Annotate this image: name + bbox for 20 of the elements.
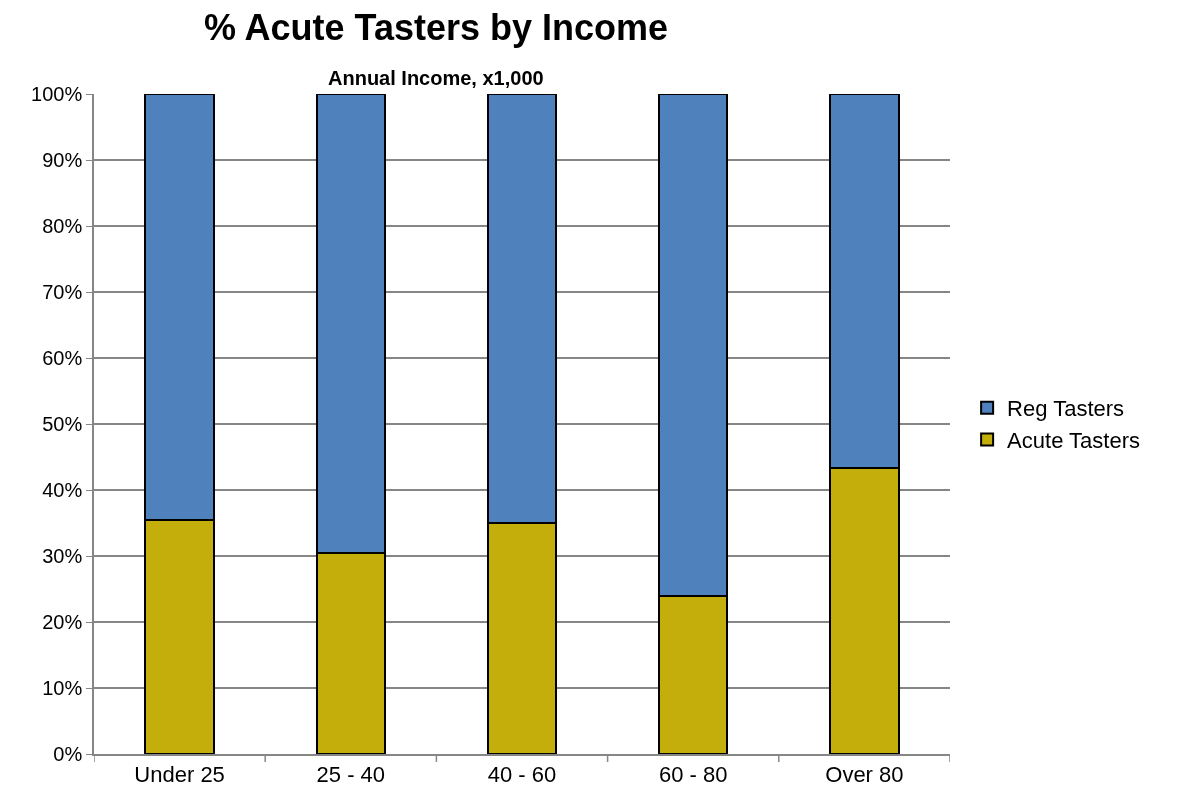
y-tick-label: 20% — [42, 611, 83, 633]
y-tick-label: 90% — [42, 149, 83, 171]
legend-label: Reg Tasters — [1007, 396, 1125, 422]
y-tick-label: 70% — [42, 281, 83, 303]
chart-title: % Acute Tasters by Income — [203, 6, 669, 48]
x-tick-label: 25 - 40 — [316, 762, 386, 788]
x-tick-label: 60 - 80 — [658, 762, 728, 788]
y-tick-label: 0% — [53, 743, 83, 765]
x-tick-label: 40 - 60 — [487, 762, 557, 788]
y-tick-label: 50% — [42, 413, 83, 435]
y-tick-label: 60% — [42, 347, 83, 369]
chart-subtitle: Annual Income, x1,000 — [328, 67, 544, 89]
y-tick-label: 80% — [42, 215, 83, 237]
x-tick-label: Over 80 — [825, 762, 904, 788]
x-tick-label: Under 25 — [134, 762, 225, 788]
y-tick-label: 100% — [31, 83, 83, 105]
legend-label: Acute Tasters — [1007, 427, 1141, 453]
y-tick-label: 30% — [42, 545, 83, 567]
y-tick-label: 40% — [42, 479, 83, 501]
y-tick-label: 10% — [42, 677, 83, 699]
